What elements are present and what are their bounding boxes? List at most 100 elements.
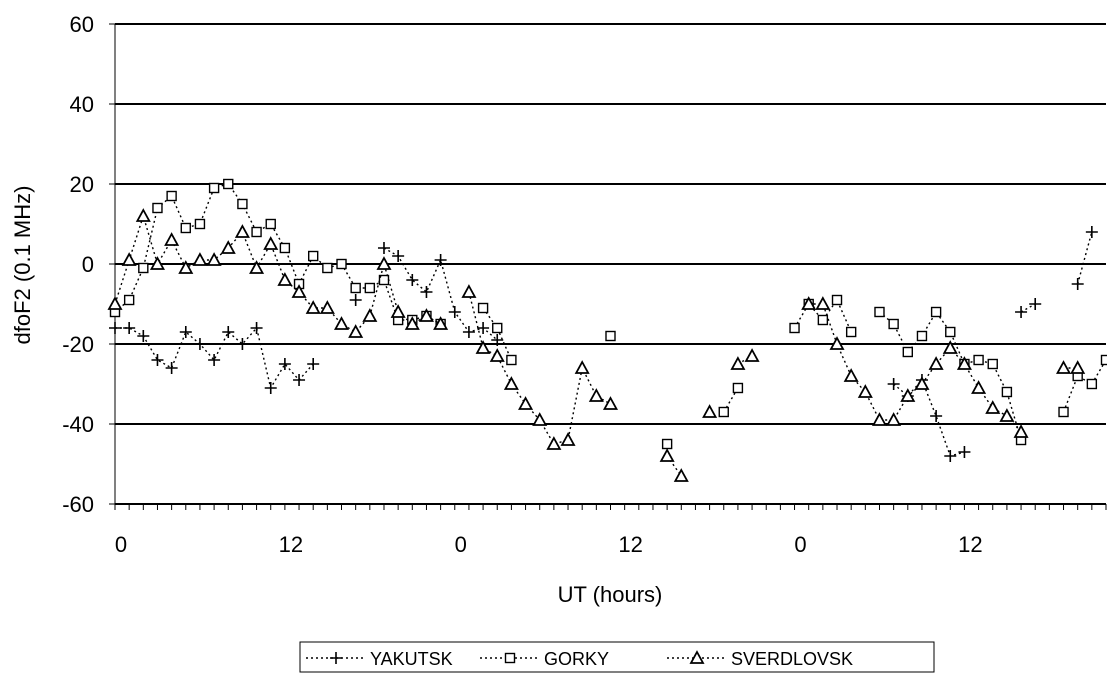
point-yakutsk: [1071, 278, 1084, 290]
point-sverdlovsk: [376, 256, 392, 270]
series-line-yakutsk: [893, 378, 965, 457]
point-gorky: [874, 306, 885, 318]
point-gorky: [973, 354, 984, 366]
point-sverdlovsk: [1056, 360, 1072, 374]
point-sverdlovsk: [362, 308, 378, 322]
point-gorky: [831, 294, 843, 306]
point-yakutsk: [222, 326, 235, 338]
gridlines: [115, 23, 1106, 505]
legend-label-sverdlovsk: SVERDLOVSK: [731, 649, 853, 669]
x-tick-label: 12: [279, 532, 303, 557]
point-yakutsk: [123, 322, 136, 334]
point-yakutsk: [420, 286, 433, 298]
point-sverdlovsk: [319, 300, 335, 314]
legend-label-yakutsk: YAKUTSK: [370, 649, 453, 669]
series-layer: [107, 178, 1107, 482]
point-sverdlovsk: [914, 376, 930, 390]
point-sverdlovsk: [730, 356, 746, 370]
point-gorky: [364, 282, 376, 294]
point-gorky: [237, 198, 248, 210]
series-line-gorky: [114, 183, 441, 325]
point-sverdlovsk: [418, 308, 434, 322]
point-gorky: [492, 322, 503, 334]
point-sverdlovsk: [602, 396, 619, 410]
point-gorky: [732, 382, 744, 394]
point-yakutsk: [193, 338, 206, 350]
point-sverdlovsk: [744, 348, 760, 362]
point-sverdlovsk: [829, 336, 845, 350]
point-yakutsk: [887, 378, 900, 390]
point-gorky: [661, 438, 673, 450]
point-sverdlovsk: [942, 340, 958, 354]
x-tick-label: 0: [455, 532, 467, 557]
point-sverdlovsk: [333, 316, 350, 330]
point-gorky: [902, 346, 913, 358]
point-yakutsk: [236, 338, 249, 350]
point-sverdlovsk: [503, 376, 519, 390]
series-line-sverdlovsk: [114, 213, 441, 333]
series-sverdlovsk: [107, 208, 1086, 482]
point-sverdlovsk: [348, 324, 364, 338]
point-sverdlovsk: [857, 384, 873, 398]
x-tick-label: 0: [794, 532, 806, 557]
point-gorky: [789, 322, 800, 334]
point-gorky: [194, 218, 206, 230]
point-sverdlovsk: [1013, 424, 1029, 438]
point-sverdlovsk: [291, 284, 307, 298]
point-yakutsk: [137, 330, 150, 342]
point-gorky: [208, 182, 220, 194]
point-yakutsk: [406, 274, 419, 286]
point-sverdlovsk: [192, 252, 208, 266]
point-yakutsk: [208, 354, 221, 366]
point-sverdlovsk: [475, 340, 491, 354]
point-sverdlovsk: [277, 272, 293, 286]
point-sverdlovsk: [886, 412, 902, 426]
point-gorky: [138, 262, 149, 274]
point-sverdlovsk: [121, 252, 137, 266]
point-yakutsk: [250, 322, 263, 334]
point-yakutsk: [958, 446, 971, 458]
point-gorky: [123, 294, 135, 306]
point-gorky: [322, 262, 333, 274]
point-yakutsk: [109, 322, 121, 334]
point-gorky: [152, 202, 163, 214]
point-gorky: [477, 302, 489, 314]
point-yakutsk: [307, 358, 320, 370]
point-gorky: [1100, 354, 1107, 366]
point-gorky: [845, 326, 857, 338]
point-sverdlovsk: [900, 388, 916, 402]
y-tick-label: 0: [82, 252, 94, 277]
legend-marker-yakutsk: [330, 652, 342, 664]
point-sverdlovsk: [843, 368, 859, 382]
point-sverdlovsk: [659, 448, 675, 462]
point-sverdlovsk: [518, 396, 534, 410]
point-sverdlovsk: [461, 284, 477, 298]
point-yakutsk: [944, 450, 957, 462]
point-yakutsk: [264, 382, 277, 394]
point-gorky: [718, 406, 729, 418]
series-line-yakutsk: [1020, 303, 1036, 313]
legend-marker-gorky: [504, 652, 516, 664]
point-sverdlovsk: [305, 300, 321, 314]
point-sverdlovsk: [263, 236, 279, 250]
point-gorky: [180, 222, 191, 234]
point-yakutsk: [462, 326, 475, 338]
y-axis-label: dfoF2 (0.1 MHz): [10, 186, 35, 345]
point-gorky: [308, 250, 319, 262]
legend: YAKUTSK GORKY SVERDLOVSK: [299, 641, 935, 673]
point-gorky: [1058, 406, 1069, 418]
point-yakutsk: [930, 410, 943, 422]
point-gorky: [817, 314, 829, 326]
point-yakutsk: [151, 354, 164, 366]
point-sverdlovsk: [178, 260, 194, 274]
point-gorky: [1086, 378, 1098, 390]
series-line-yakutsk: [383, 247, 498, 341]
y-tick-label: 40: [70, 92, 94, 117]
point-sverdlovsk: [985, 400, 1001, 414]
point-sverdlovsk: [815, 296, 831, 310]
point-sverdlovsk: [234, 224, 250, 238]
x-tick-labels: 0 12 0 12 0 12: [115, 532, 983, 557]
point-yakutsk: [392, 250, 405, 262]
